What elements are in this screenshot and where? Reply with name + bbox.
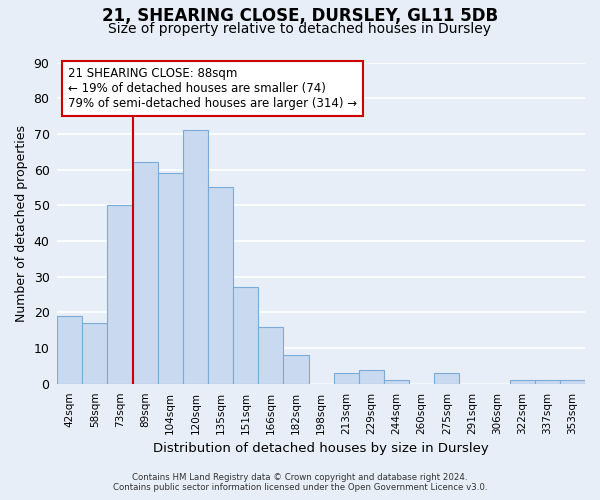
Bar <box>183 130 208 384</box>
Text: 21, SHEARING CLOSE, DURSLEY, GL11 5DB: 21, SHEARING CLOSE, DURSLEY, GL11 5DB <box>102 8 498 26</box>
Bar <box>434 373 460 384</box>
X-axis label: Distribution of detached houses by size in Dursley: Distribution of detached houses by size … <box>153 442 489 455</box>
Bar <box>233 288 258 384</box>
Text: Contains HM Land Registry data © Crown copyright and database right 2024.
Contai: Contains HM Land Registry data © Crown c… <box>113 473 487 492</box>
Bar <box>359 370 384 384</box>
Bar <box>384 380 409 384</box>
Bar <box>208 188 233 384</box>
Bar <box>57 316 82 384</box>
Bar <box>258 327 283 384</box>
Bar <box>509 380 535 384</box>
Bar <box>158 173 183 384</box>
Bar <box>283 356 308 384</box>
Bar <box>560 380 585 384</box>
Bar <box>107 206 133 384</box>
Y-axis label: Number of detached properties: Number of detached properties <box>15 124 28 322</box>
Bar <box>82 323 107 384</box>
Text: Size of property relative to detached houses in Dursley: Size of property relative to detached ho… <box>109 22 491 36</box>
Bar <box>334 373 359 384</box>
Bar <box>133 162 158 384</box>
Bar <box>535 380 560 384</box>
Text: 21 SHEARING CLOSE: 88sqm
← 19% of detached houses are smaller (74)
79% of semi-d: 21 SHEARING CLOSE: 88sqm ← 19% of detach… <box>68 68 357 110</box>
